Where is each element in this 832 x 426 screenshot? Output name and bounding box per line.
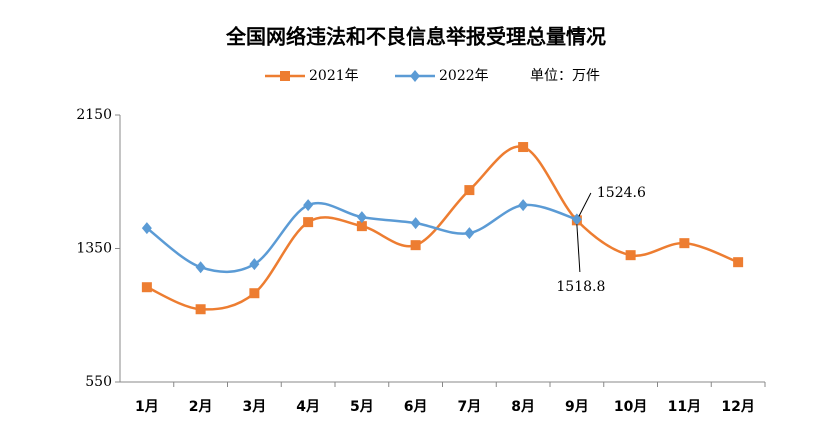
series-marker bbox=[464, 185, 475, 196]
series-marker bbox=[518, 199, 529, 212]
series-marker bbox=[679, 238, 690, 249]
x-tick-label: 10月 bbox=[614, 399, 647, 415]
unit-label: 单位：万件 bbox=[530, 68, 600, 84]
series-marker bbox=[733, 257, 744, 268]
x-tick-label: 1月 bbox=[135, 399, 159, 415]
series-marker bbox=[141, 282, 152, 293]
x-tick-label: 12月 bbox=[721, 399, 754, 415]
series-marker bbox=[141, 222, 152, 235]
legend-marker bbox=[410, 70, 420, 82]
leader-line bbox=[576, 224, 581, 273]
series-marker bbox=[195, 304, 206, 315]
y-tick-label: 550 bbox=[85, 374, 112, 390]
series-marker bbox=[303, 217, 314, 228]
x-tick-label: 9月 bbox=[565, 399, 589, 415]
x-tick-label: 6月 bbox=[404, 399, 428, 415]
series-marker bbox=[356, 211, 367, 224]
data-label: 1518.8 bbox=[556, 279, 605, 295]
x-tick-label: 8月 bbox=[511, 399, 535, 415]
series-marker bbox=[356, 221, 367, 232]
x-tick-label: 5月 bbox=[350, 399, 374, 415]
series-marker bbox=[410, 240, 421, 251]
series-marker bbox=[249, 258, 260, 271]
x-tick-label: 2月 bbox=[189, 399, 213, 415]
series-marker bbox=[410, 217, 421, 230]
series-marker bbox=[303, 199, 314, 212]
leader-line bbox=[578, 192, 592, 217]
series-marker bbox=[249, 288, 260, 299]
series-marker bbox=[195, 261, 206, 274]
x-tick-label: 3月 bbox=[243, 399, 267, 415]
data-label: 1524.6 bbox=[597, 185, 646, 201]
chart-title: 全国网络违法和不良信息举报受理总量情况 bbox=[225, 25, 606, 49]
series-marker bbox=[625, 250, 636, 261]
y-tick-label: 2150 bbox=[76, 107, 112, 123]
series-line bbox=[146, 145, 739, 311]
series-marker bbox=[518, 142, 529, 153]
y-tick-label: 1350 bbox=[76, 241, 112, 257]
legend-label: 2021年 bbox=[309, 68, 359, 84]
legend-label: 2022年 bbox=[439, 68, 489, 84]
series-marker bbox=[464, 227, 475, 240]
x-tick-label: 11月 bbox=[668, 399, 701, 415]
x-tick-label: 4月 bbox=[296, 399, 320, 415]
x-tick-label: 7月 bbox=[458, 399, 482, 415]
legend-marker bbox=[280, 71, 290, 81]
